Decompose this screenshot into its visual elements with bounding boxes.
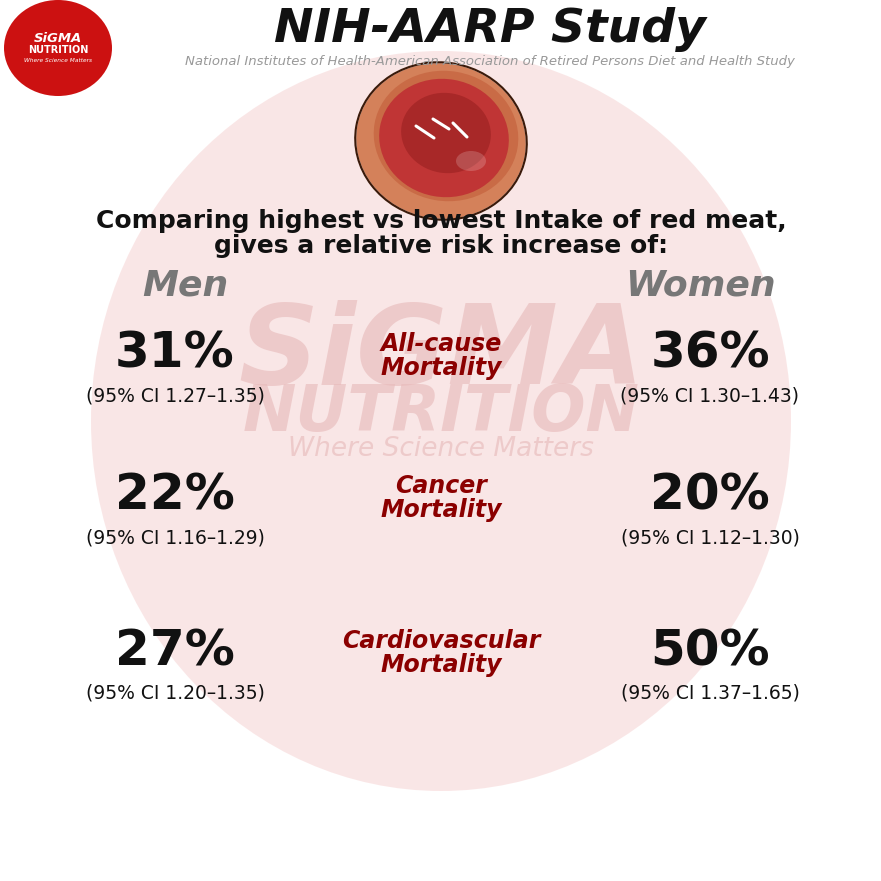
Text: 36%: 36% bbox=[650, 330, 770, 378]
Text: SiGMA: SiGMA bbox=[33, 32, 82, 45]
Text: Mortality: Mortality bbox=[381, 356, 502, 380]
Ellipse shape bbox=[41, 61, 95, 81]
Ellipse shape bbox=[356, 63, 526, 218]
Text: Where Science Matters: Where Science Matters bbox=[288, 436, 594, 462]
Text: Mortality: Mortality bbox=[381, 653, 502, 677]
Ellipse shape bbox=[456, 151, 486, 171]
Ellipse shape bbox=[379, 78, 509, 197]
Text: NIH-AARP Study: NIH-AARP Study bbox=[274, 8, 706, 53]
Text: Men: Men bbox=[142, 269, 228, 303]
Text: 50%: 50% bbox=[650, 627, 770, 675]
Text: Mortality: Mortality bbox=[381, 498, 502, 522]
Ellipse shape bbox=[4, 0, 112, 96]
Text: Comparing highest vs lowest Intake of red meat,: Comparing highest vs lowest Intake of re… bbox=[96, 209, 787, 233]
Text: Cancer: Cancer bbox=[395, 474, 487, 498]
Text: Cardiovascular: Cardiovascular bbox=[342, 629, 540, 653]
Text: (95% CI 1.20–1.35): (95% CI 1.20–1.35) bbox=[85, 684, 264, 702]
Text: 27%: 27% bbox=[115, 627, 235, 675]
Text: NUTRITION: NUTRITION bbox=[28, 45, 88, 55]
Text: SiGMA: SiGMA bbox=[238, 300, 644, 406]
Text: 20%: 20% bbox=[650, 472, 770, 520]
Text: All-cause: All-cause bbox=[381, 332, 501, 356]
Text: Women: Women bbox=[625, 269, 775, 303]
Text: (95% CI 1.30–1.43): (95% CI 1.30–1.43) bbox=[620, 387, 799, 405]
Text: 22%: 22% bbox=[115, 472, 235, 520]
Text: 31%: 31% bbox=[115, 330, 235, 378]
Text: (95% CI 1.16–1.29): (95% CI 1.16–1.29) bbox=[85, 529, 264, 547]
Text: NUTRITION: NUTRITION bbox=[242, 382, 640, 444]
Text: National Institutes of Health-American Association of Retired Persons Diet and H: National Institutes of Health-American A… bbox=[185, 55, 795, 68]
Ellipse shape bbox=[374, 70, 518, 201]
Text: gives a relative risk increase of:: gives a relative risk increase of: bbox=[214, 234, 668, 258]
Text: (95% CI 1.37–1.65): (95% CI 1.37–1.65) bbox=[620, 684, 799, 702]
Text: (95% CI 1.12–1.30): (95% CI 1.12–1.30) bbox=[620, 529, 799, 547]
Ellipse shape bbox=[91, 51, 791, 791]
Text: Where Science Matters: Where Science Matters bbox=[24, 58, 92, 63]
Ellipse shape bbox=[401, 93, 491, 174]
Text: (95% CI 1.27–1.35): (95% CI 1.27–1.35) bbox=[85, 387, 264, 405]
